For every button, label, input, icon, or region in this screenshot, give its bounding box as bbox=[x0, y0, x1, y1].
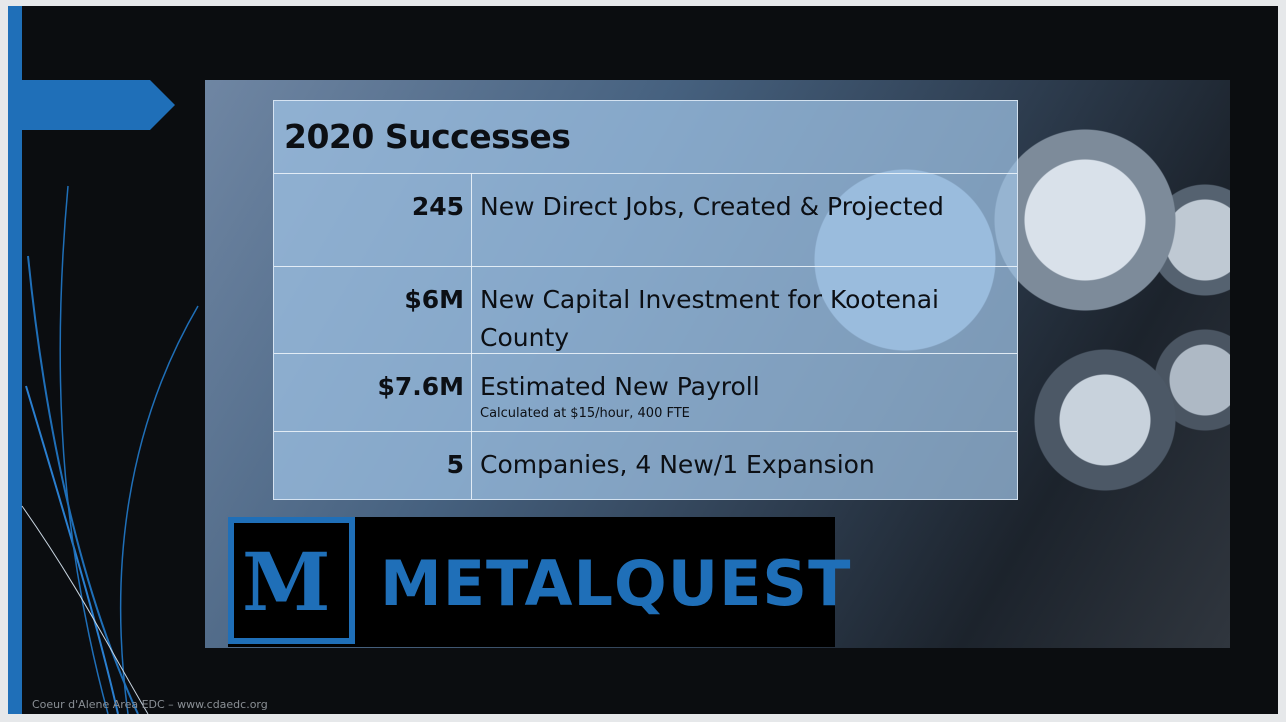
column-divider bbox=[471, 173, 472, 499]
footer: Coeur d'Alene Area EDC – www.cdaedc.org bbox=[32, 698, 268, 711]
table-row: 5 Companies, 4 New/1 Expansion bbox=[274, 431, 1017, 501]
table-row: $7.6M Estimated New Payroll Calculated at … bbox=[274, 353, 1017, 431]
logo-mark: M bbox=[242, 535, 331, 629]
figure: $6M bbox=[404, 285, 464, 314]
description: New Capital Investment for Kootenai Coun… bbox=[480, 281, 997, 357]
figure: 5 bbox=[446, 450, 464, 479]
table-row: $6M New Capital Investment for Kootenai C… bbox=[274, 266, 1017, 353]
figure: 245 bbox=[411, 192, 464, 221]
description-text: Estimated New Payroll bbox=[480, 372, 760, 401]
side-bar bbox=[8, 6, 22, 714]
curve bbox=[119, 305, 199, 714]
description: New Direct Jobs, Created & Projected bbox=[480, 188, 997, 226]
logo-box bbox=[228, 517, 355, 644]
decoration bbox=[8, 6, 199, 714]
description-text: New Capital Investment for Kootenai Coun… bbox=[480, 285, 939, 352]
table-row: 245 New Direct Jobs, Created & Projected bbox=[274, 173, 1017, 266]
description-text: New Direct Jobs, Created & Projected bbox=[480, 192, 944, 221]
curve bbox=[21, 505, 149, 714]
description: Companies, 4 New/1 Expansion bbox=[480, 446, 997, 484]
success-table: 2020 Successes 245 New Direct Jobs, Creat… bbox=[273, 100, 1018, 500]
title: 2020 Successes bbox=[284, 117, 571, 156]
figure: $7.6M bbox=[377, 372, 464, 401]
arrow bbox=[22, 80, 175, 130]
note: Calculated at $15/hour, 400 FTE bbox=[480, 406, 690, 421]
description-text: Companies, 4 New/1 Expansion bbox=[480, 450, 875, 479]
description: Estimated New Payroll Calculated at $15/h… bbox=[480, 368, 997, 422]
logo: M METALQUEST bbox=[228, 517, 850, 647]
curve bbox=[25, 385, 119, 714]
curve bbox=[59, 185, 109, 714]
curve bbox=[27, 255, 139, 714]
logo-name: METALQUEST bbox=[380, 547, 852, 620]
